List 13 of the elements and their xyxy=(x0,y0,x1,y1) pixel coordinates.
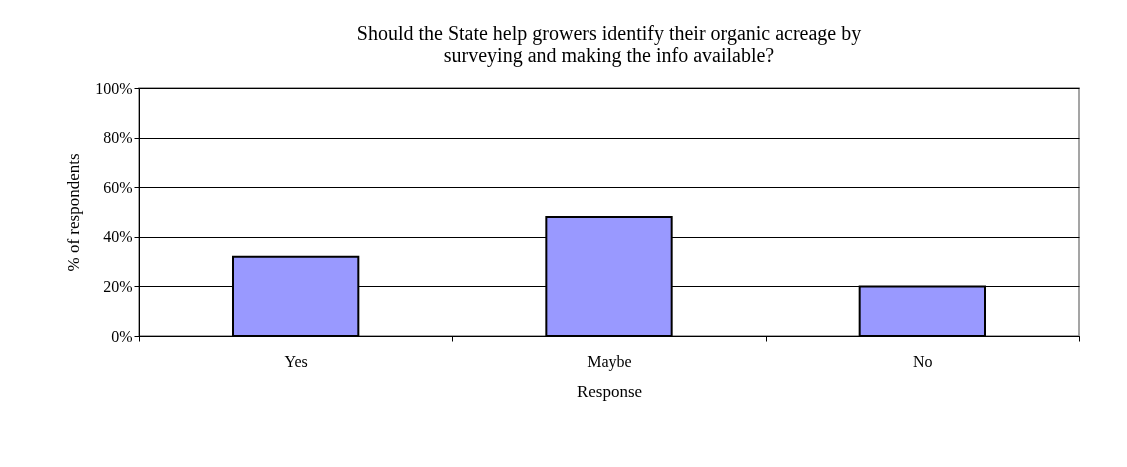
y-tick-label: 20% xyxy=(103,277,133,295)
y-axis-title: % of respondents xyxy=(64,153,84,272)
x-tick-label: Maybe xyxy=(587,352,632,371)
text: Should the State help growers identify their organic acreage by xyxy=(356,22,862,44)
x-axis-title: Response xyxy=(576,381,643,401)
y-tick-label: 40% xyxy=(103,228,133,246)
y-tick-label: 60% xyxy=(103,178,133,196)
x-tick-label: No xyxy=(913,352,933,370)
text: surveying and making the info available? xyxy=(443,44,775,66)
y-tick-label: 80% xyxy=(103,129,133,147)
x-tick-label: Yes xyxy=(284,352,308,370)
y-tick-label: 0% xyxy=(111,327,133,345)
y-tick-label: 100% xyxy=(95,79,133,97)
